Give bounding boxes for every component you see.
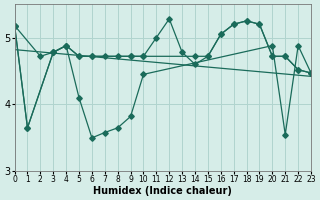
X-axis label: Humidex (Indice chaleur): Humidex (Indice chaleur) bbox=[93, 186, 232, 196]
